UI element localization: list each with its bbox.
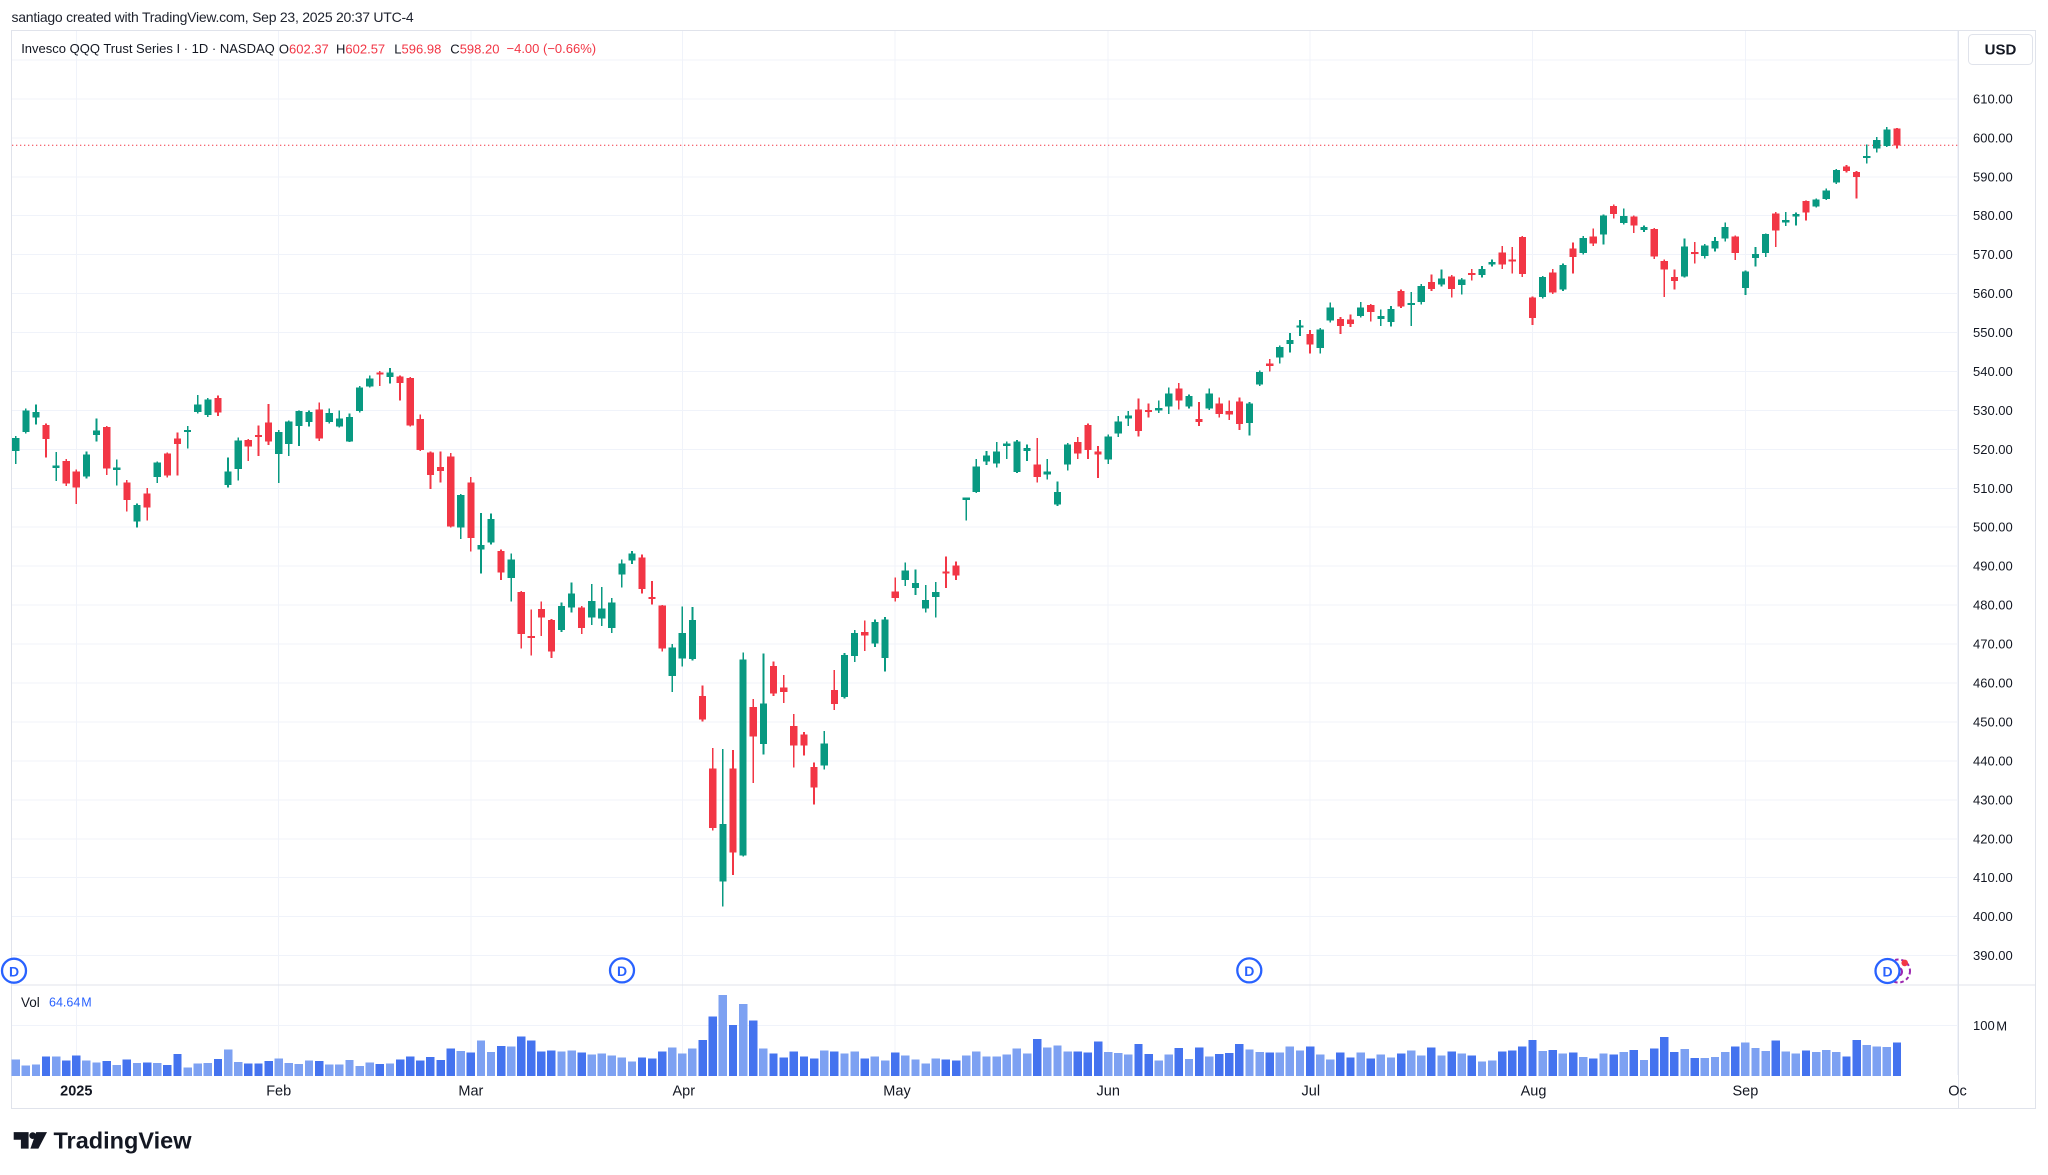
svg-text:610.00: 610.00	[1973, 91, 2013, 106]
svg-text:470.00: 470.00	[1973, 637, 2013, 652]
svg-text:O602.37: O602.37	[279, 41, 329, 56]
svg-text:560.00: 560.00	[1973, 286, 2013, 301]
svg-text:C598.20: C598.20	[450, 41, 499, 56]
svg-text:2025: 2025	[60, 1084, 92, 1100]
svg-text:440.00: 440.00	[1973, 753, 2013, 768]
svg-text:D: D	[9, 963, 19, 979]
svg-text:L596.98: L596.98	[394, 41, 441, 56]
svg-text:Sep: Sep	[1732, 1084, 1758, 1100]
svg-text:Apr: Apr	[673, 1084, 696, 1100]
svg-text:450.00: 450.00	[1973, 714, 2013, 729]
svg-text:Aug: Aug	[1521, 1084, 1547, 1100]
svg-text:580.00: 580.00	[1973, 208, 2013, 223]
svg-text:H602.57: H602.57	[336, 41, 385, 56]
svg-text:Vol: Vol	[21, 995, 40, 1010]
svg-text:400.00: 400.00	[1973, 909, 2013, 924]
svg-text:520.00: 520.00	[1973, 442, 2013, 457]
svg-text:490.00: 490.00	[1973, 559, 2013, 574]
svg-text:TradingView: TradingView	[54, 1128, 193, 1154]
svg-text:540.00: 540.00	[1973, 364, 2013, 379]
svg-text:430.00: 430.00	[1973, 792, 2013, 807]
svg-text:64.64M: 64.64M	[49, 996, 92, 1010]
svg-text:−4.00 (−0.66%): −4.00 (−0.66%)	[507, 41, 597, 56]
svg-text:May: May	[883, 1084, 911, 1100]
svg-text:590.00: 590.00	[1973, 169, 2013, 184]
svg-text:USD: USD	[1985, 42, 2017, 59]
svg-text:Invesco QQQ Trust Series I · 1: Invesco QQQ Trust Series I · 1D · NASDAQ	[21, 41, 275, 56]
svg-text:D: D	[1882, 964, 1892, 980]
svg-text:D: D	[617, 963, 627, 979]
svg-text:600.00: 600.00	[1973, 130, 2013, 145]
svg-text:410.00: 410.00	[1973, 870, 2013, 885]
svg-text:510.00: 510.00	[1973, 481, 2013, 496]
svg-text:530.00: 530.00	[1973, 403, 2013, 418]
svg-text:Jun: Jun	[1097, 1084, 1120, 1100]
svg-text:480.00: 480.00	[1973, 598, 2013, 613]
svg-text:550.00: 550.00	[1973, 325, 2013, 340]
svg-text:Jul: Jul	[1302, 1084, 1321, 1100]
svg-text:Feb: Feb	[266, 1084, 291, 1100]
svg-text:420.00: 420.00	[1973, 831, 2013, 846]
svg-text:390.00: 390.00	[1973, 948, 2013, 963]
svg-text:500.00: 500.00	[1973, 520, 2013, 535]
svg-text:santiago created with TradingV: santiago created with TradingView.com, S…	[12, 9, 414, 25]
svg-text:460.00: 460.00	[1973, 676, 2013, 691]
svg-text:Mar: Mar	[458, 1084, 483, 1100]
svg-text:Oc: Oc	[1948, 1084, 1967, 1100]
svg-text:570.00: 570.00	[1973, 247, 2013, 262]
svg-text:D: D	[1244, 963, 1254, 979]
